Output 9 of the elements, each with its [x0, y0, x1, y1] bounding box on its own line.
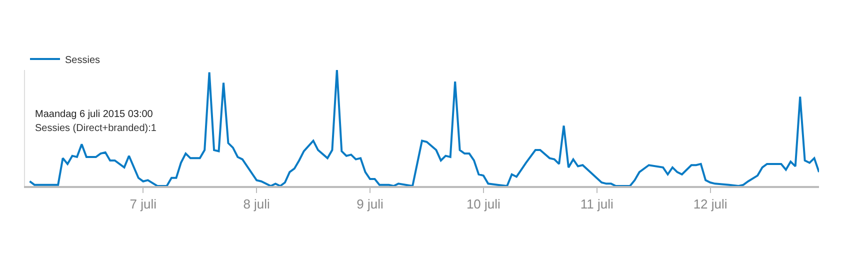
legend-label: Sessies [65, 54, 100, 66]
x-tick-label: 7 juli [130, 196, 157, 212]
annotation: Maandag 6 juli 2015 03:00 [35, 109, 154, 120]
x-tick-label: 8 juli [243, 196, 270, 212]
x-tick-label: 12 juli [693, 196, 728, 212]
x-tick-label: 10 juli [466, 196, 501, 212]
x-tick-label: 11 juli [580, 196, 614, 212]
x-tick-label: 9 juli [356, 196, 384, 212]
annotation: Sessies (Direct+branded):1 [35, 123, 157, 134]
